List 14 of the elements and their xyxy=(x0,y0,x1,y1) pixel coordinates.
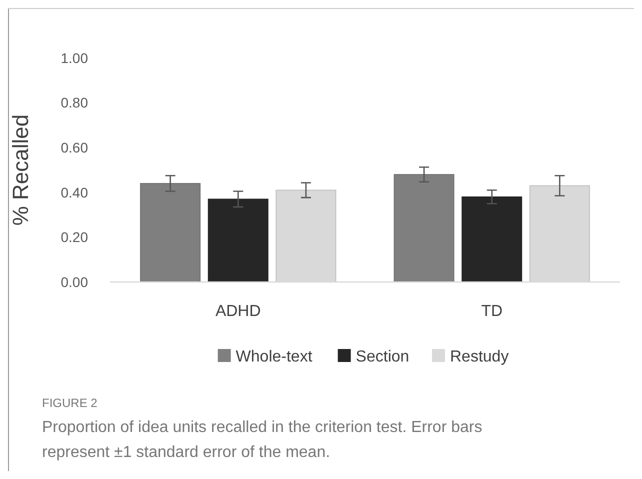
y-tick-label: 0.40 xyxy=(60,184,88,200)
legend-label: Restudy xyxy=(450,348,509,366)
x-tick-label: ADHD xyxy=(215,303,261,320)
y-tick-label: 0.20 xyxy=(60,229,88,246)
y-tick-label: 1.00 xyxy=(60,50,88,66)
y-axis-title: % Recalled xyxy=(8,114,33,226)
y-tick-label: 0.80 xyxy=(60,94,88,111)
text: Proportion of idea units recalled in the criterion test. Error bars represent ±1 standard error of the mean. xyxy=(42,419,482,461)
legend-label: Section xyxy=(356,348,410,366)
legend-label: Whole-text xyxy=(236,348,313,366)
caption: FIGURE 2 xyxy=(42,396,98,410)
y-tick-label: 0.00 xyxy=(60,274,88,290)
x-tick-label: TD xyxy=(481,303,503,320)
y-tick-label: 0.60 xyxy=(60,140,88,156)
